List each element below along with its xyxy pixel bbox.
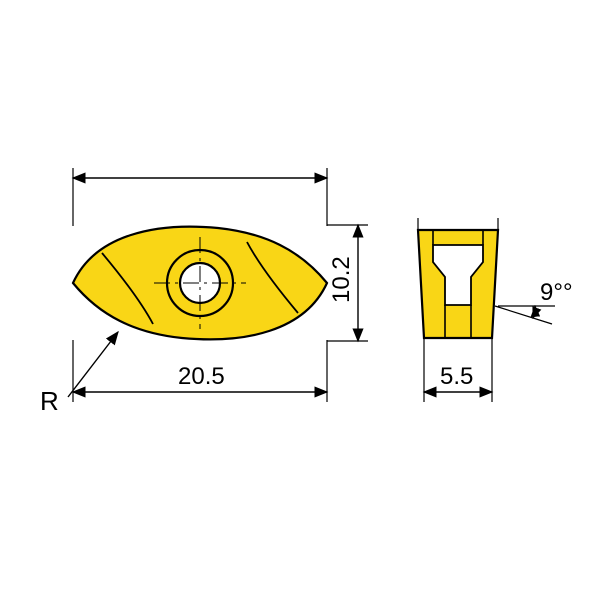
dim-width: 5.5 [440, 363, 473, 390]
dim-length: 20.5 [178, 363, 225, 390]
side-view [418, 230, 498, 338]
angle-callout: 9°° [495, 279, 573, 324]
top-view [73, 227, 327, 340]
label-radius: R [40, 386, 59, 416]
dim-height: 10.2 [328, 256, 355, 303]
leader-radius [68, 332, 118, 397]
dim-angle: 9°° [540, 279, 573, 306]
